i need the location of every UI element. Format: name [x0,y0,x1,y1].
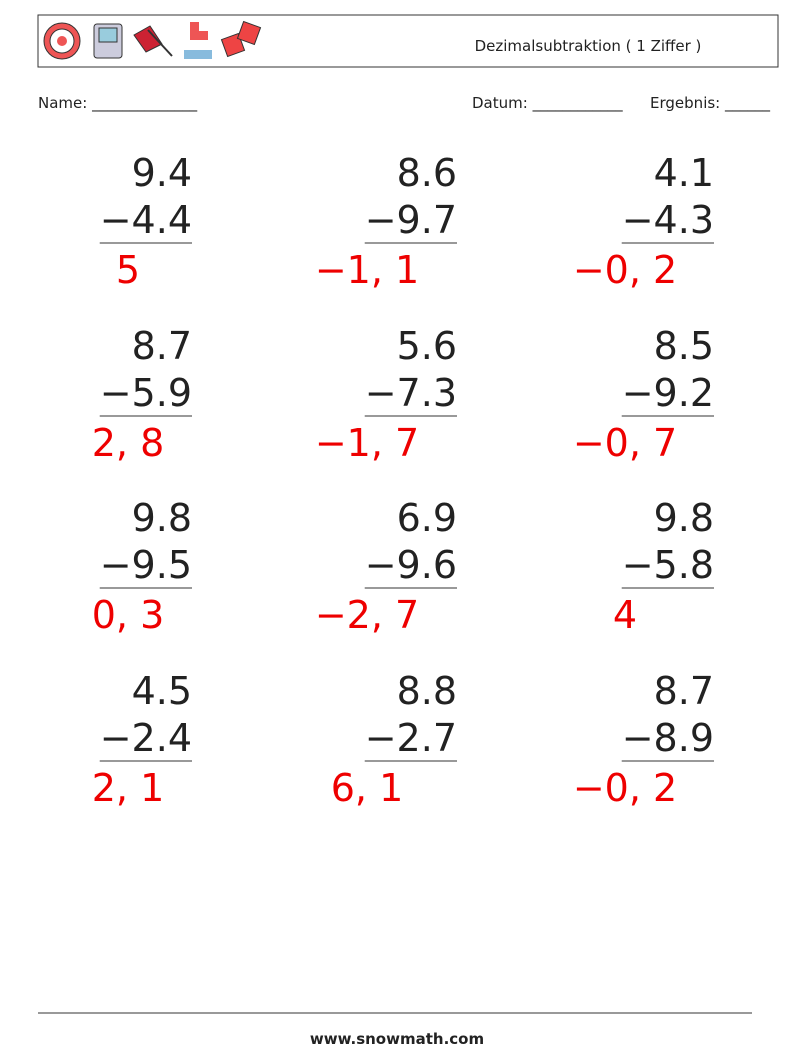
subtrahend: −8.9 [622,716,714,760]
name-field: Name: ______________ [38,94,198,113]
answer: 6, 1 [331,766,404,810]
answer: −0, 7 [573,421,677,465]
minuend: 6.9 [397,496,457,540]
problems: 9.4−4.458.6−9.7−1, 14.1−4.3−0, 28.7−5.92… [92,151,714,810]
subtrahend: −9.2 [622,371,714,415]
answer: 0, 3 [92,593,165,637]
subtrahend: −9.7 [365,198,457,242]
minuend: 4.1 [654,151,714,195]
score-field: Ergebnis: ______ [650,94,770,113]
answer: 5 [116,248,140,292]
minuend: 8.8 [397,669,457,713]
minuend: 8.7 [654,669,714,713]
minuend: 9.4 [132,151,192,195]
subtrahend: −9.5 [100,543,192,587]
answer: −0, 2 [573,248,677,292]
minuend: 4.5 [132,669,192,713]
answer: −1, 7 [315,421,419,465]
subtrahend: −4.4 [100,198,192,242]
answer: 2, 1 [92,766,165,810]
answer: 4 [613,593,637,637]
subtrahend: −5.8 [622,543,714,587]
minuend: 8.6 [397,151,457,195]
header-icons [43,20,262,60]
answer: 2, 8 [92,421,165,465]
minuend: 8.5 [654,324,714,368]
minuend: 9.8 [654,496,714,540]
answer: −0, 2 [573,766,677,810]
title: Dezimalsubtraktion ( 1 Ziffer ) [475,37,702,55]
minuend: 5.6 [397,324,457,368]
subtrahend: −9.6 [365,543,457,587]
subtrahend: −7.3 [365,371,457,415]
subtrahend: −5.9 [100,371,192,415]
date-field: Datum: ____________ [472,94,623,113]
footer-site: www.snowmath.com [310,1030,484,1048]
minuend: 9.8 [132,496,192,540]
header-box [37,14,779,68]
subtrahend: −4.3 [622,198,714,242]
answer: −1, 1 [315,248,419,292]
subtrahend: −2.4 [100,716,192,760]
minuend: 8.7 [132,324,192,368]
answer: −2, 7 [315,593,419,637]
subtrahend: −2.7 [365,716,457,760]
